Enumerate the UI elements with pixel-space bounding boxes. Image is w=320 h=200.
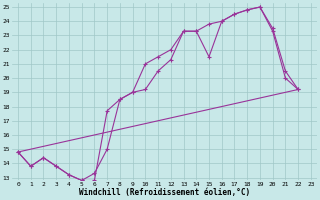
X-axis label: Windchill (Refroidissement éolien,°C): Windchill (Refroidissement éolien,°C) xyxy=(79,188,250,197)
